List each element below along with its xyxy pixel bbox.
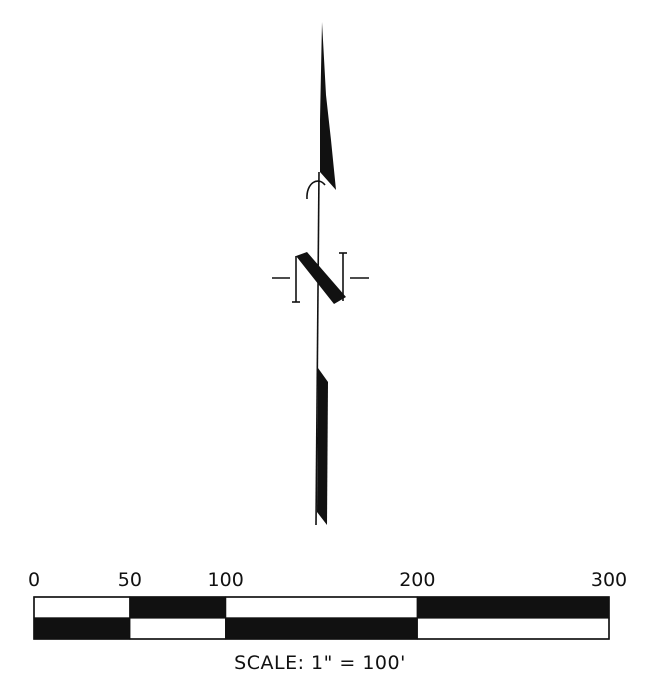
scale-tick-label: 0 xyxy=(28,569,40,591)
scale-bar-outline xyxy=(33,596,610,640)
scale-tick-labels: 0 50 100 200 300 xyxy=(28,569,627,591)
north-diagonal xyxy=(296,252,346,304)
north-arrow-head xyxy=(320,22,336,190)
scale-tick-label: 50 xyxy=(118,569,142,591)
scale-segment-top-0 xyxy=(33,596,131,619)
scale-segment-bottom-1 xyxy=(129,617,227,640)
scale-segment-top-3 xyxy=(416,596,610,619)
scale-segment-bottom-0 xyxy=(33,617,131,640)
north-arrow-shaft xyxy=(315,171,320,526)
scale-segment-bottom-2 xyxy=(225,617,418,640)
scale-segment-top-1 xyxy=(129,596,227,619)
north-letter: N xyxy=(319,289,320,291)
north-letter-glyph xyxy=(272,252,369,304)
scale-tick-label: 300 xyxy=(591,569,627,591)
scale-bar: 0 50 100 200 300 SCALE: 1" = 100' xyxy=(28,569,627,674)
scale-segments xyxy=(33,596,610,640)
scale-caption: SCALE: 1" = 100' xyxy=(234,652,406,674)
north-arrow-hook xyxy=(306,180,326,200)
scale-segment-top-2 xyxy=(225,596,418,619)
scale-segment-bottom-3 xyxy=(416,617,610,640)
north-arrow: N xyxy=(272,22,369,526)
scale-tick-label: 200 xyxy=(399,569,435,591)
scale-tick-label: 100 xyxy=(208,569,244,591)
north-arrow-tail xyxy=(317,368,328,525)
